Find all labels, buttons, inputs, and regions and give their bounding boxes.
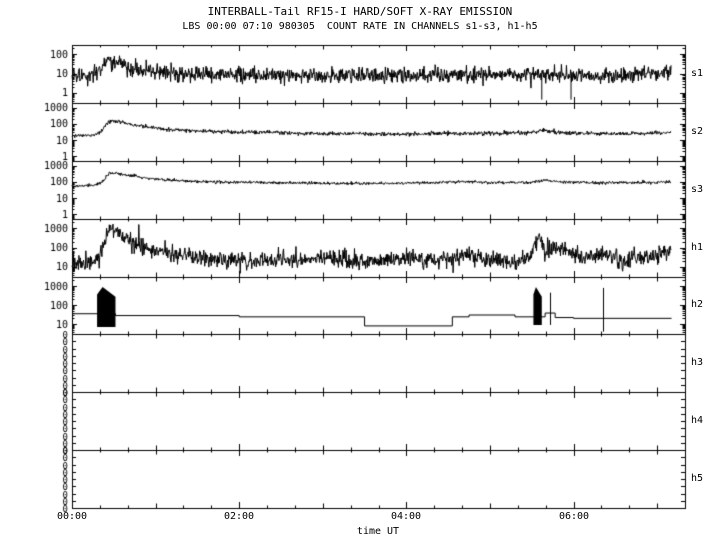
panel-label-s3: s3	[691, 184, 704, 195]
panel-label-h1: h1	[691, 242, 704, 253]
x-tick-label-2: 04:00	[390, 511, 422, 522]
x-tick-label-0: 00:00	[56, 511, 88, 522]
x-tick-label-1: 02:00	[223, 511, 255, 522]
panel-label-h4: h4	[691, 415, 704, 426]
chart-title: INTERBALL-Tail RF15-I HARD/SOFT X-RAY EM…	[207, 5, 513, 18]
chart-subtitle: LBS 00:00 07:10 980305 COUNT RATE IN CHA…	[182, 21, 538, 32]
panel-label-h2: h2	[691, 299, 704, 310]
panel-label-h3: h3	[691, 357, 704, 368]
panel-label-h5: h5	[691, 473, 704, 484]
panel-label-s2: s2	[691, 126, 704, 137]
x-axis-label: time UT	[356, 526, 400, 537]
panel-label-s1: s1	[691, 68, 704, 79]
x-tick-label-3: 06:00	[558, 511, 590, 522]
